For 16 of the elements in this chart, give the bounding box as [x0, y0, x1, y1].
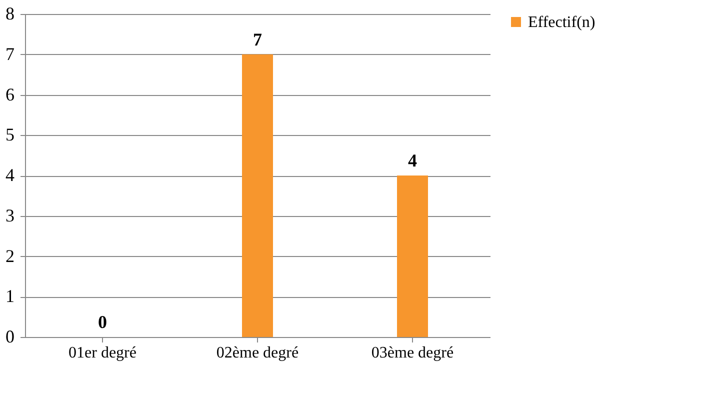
x-tick-label: 02ème degré — [216, 344, 299, 362]
y-tick-label: 4 — [6, 165, 14, 185]
y-tick-label: 5 — [6, 124, 14, 145]
y-tick-label: 6 — [6, 84, 14, 104]
y-tick-label: 3 — [6, 205, 14, 226]
legend-label: Effectif(n) — [528, 14, 596, 31]
y-tick-label: 8 — [6, 4, 14, 24]
x-tick-label: 03ème degré — [371, 344, 454, 362]
y-tick-label: 7 — [6, 44, 14, 64]
y-tick-label: 1 — [6, 286, 14, 306]
data-label: 0 — [98, 312, 107, 332]
y-tick-label: 0 — [6, 326, 14, 346]
x-tick-label: 01er degré — [68, 344, 136, 362]
data-label: 7 — [253, 29, 262, 50]
y-tick-label: 2 — [6, 246, 14, 266]
data-label: 4 — [408, 150, 417, 170]
